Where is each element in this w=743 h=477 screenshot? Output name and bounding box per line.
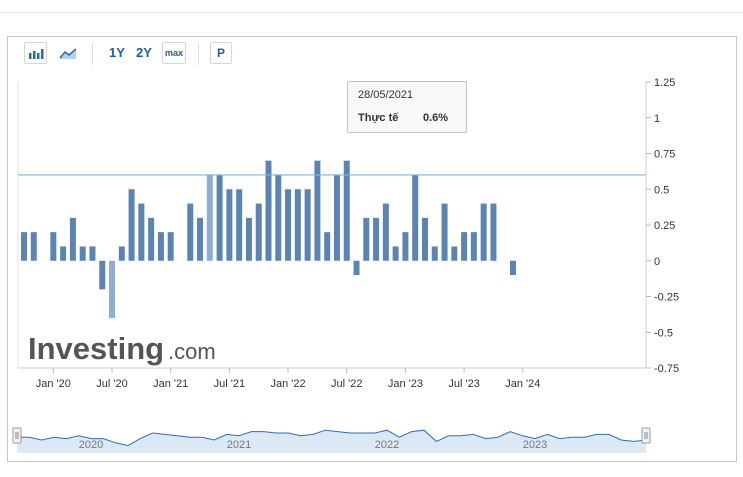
watermark-suffix: .com xyxy=(168,339,216,364)
p-button[interactable]: P xyxy=(210,42,232,64)
y-tick-label: 0 xyxy=(654,256,660,268)
navigator[interactable]: 2020 2021 2022 2023 xyxy=(12,427,651,453)
y-tick-label: 1.25 xyxy=(654,77,675,89)
data-bar[interactable] xyxy=(333,174,340,261)
data-bar[interactable] xyxy=(157,232,164,261)
y-tick-label: 0.5 xyxy=(654,184,669,196)
range-1y-link[interactable]: 1Y xyxy=(109,45,125,60)
data-bar[interactable] xyxy=(285,189,292,261)
data-bar[interactable] xyxy=(79,246,86,261)
navigator-handle[interactable] xyxy=(12,427,22,444)
data-bar[interactable] xyxy=(470,232,477,261)
tooltip-date: 28/05/2021 xyxy=(358,89,414,101)
y-tick-label: -0.25 xyxy=(654,292,679,304)
data-tooltip: 28/05/2021 Thực tế 0.6% xyxy=(347,81,467,133)
y-tick-label: 0.25 xyxy=(654,220,675,232)
navigator-year-label: 2023 xyxy=(523,439,547,451)
data-bar[interactable] xyxy=(206,174,213,261)
x-tick-label: Jul '20 xyxy=(96,378,127,390)
data-bar[interactable] xyxy=(109,260,116,318)
data-bar[interactable] xyxy=(451,246,458,261)
navigator-year-label: 2022 xyxy=(375,439,399,451)
data-bar[interactable] xyxy=(402,232,409,261)
area-chart-button[interactable] xyxy=(56,42,80,64)
data-bar[interactable] xyxy=(392,246,399,261)
tooltip-label: Thực tế xyxy=(358,112,399,124)
navigator-handle[interactable] xyxy=(641,427,651,444)
chart-toolbar: 1Y 2Y max P xyxy=(8,37,736,71)
data-bar[interactable] xyxy=(412,174,419,261)
range-2y-link[interactable]: 2Y xyxy=(136,45,152,60)
y-tick-label: 0.75 xyxy=(654,149,675,161)
data-bar[interactable] xyxy=(265,160,272,261)
navigator-year-label: 2021 xyxy=(227,439,251,451)
navigator-line xyxy=(17,429,647,447)
y-tick-label: -0.75 xyxy=(654,363,679,375)
top-divider xyxy=(0,12,743,13)
toolbar-separator xyxy=(198,43,199,65)
bar-chart-button[interactable] xyxy=(24,42,47,64)
data-bar[interactable] xyxy=(99,260,106,290)
x-tick-label: Jan '21 xyxy=(153,378,188,390)
watermark-brand: Investing xyxy=(28,331,164,366)
data-bar[interactable] xyxy=(431,246,438,261)
y-tick-label: 1 xyxy=(654,113,660,125)
x-tick-label: Jan '20 xyxy=(36,378,71,390)
data-bar[interactable] xyxy=(167,232,174,261)
x-tick-label: Jan '22 xyxy=(270,378,305,390)
x-tick-label: Jan '23 xyxy=(388,378,423,390)
range-max-button[interactable]: max xyxy=(162,42,186,64)
data-bar[interactable] xyxy=(148,217,155,261)
data-bar[interactable] xyxy=(89,246,96,261)
data-bar[interactable] xyxy=(236,189,243,261)
data-bar[interactable] xyxy=(118,246,125,261)
data-bar[interactable] xyxy=(294,189,301,261)
data-bar[interactable] xyxy=(324,232,331,261)
data-bar[interactable] xyxy=(480,203,487,261)
y-tick-label: -0.5 xyxy=(654,327,673,339)
data-bar[interactable] xyxy=(510,260,516,276)
data-bar[interactable] xyxy=(216,174,223,261)
navigator-year-label: 2020 xyxy=(79,439,103,451)
data-bar[interactable] xyxy=(128,189,135,261)
data-bar[interactable] xyxy=(343,160,350,261)
data-bar[interactable] xyxy=(382,203,389,261)
data-bar[interactable] xyxy=(353,260,360,276)
data-bar[interactable] xyxy=(69,217,76,261)
bar-chart-icon xyxy=(29,49,44,59)
data-bar[interactable] xyxy=(275,174,282,261)
data-bar[interactable] xyxy=(461,232,468,261)
x-tick-label: Jul '21 xyxy=(214,378,245,390)
data-bar[interactable] xyxy=(304,189,311,261)
data-bar[interactable] xyxy=(187,203,194,261)
data-bar[interactable] xyxy=(138,203,145,261)
toolbar-separator xyxy=(92,43,93,65)
data-bar[interactable] xyxy=(421,217,428,261)
data-bar[interactable] xyxy=(30,232,37,261)
data-bar[interactable] xyxy=(197,217,204,261)
x-tick-label: Jul '22 xyxy=(331,378,362,390)
investing-watermark: Investing .com xyxy=(28,331,216,366)
data-bar[interactable] xyxy=(314,160,321,261)
data-bar[interactable] xyxy=(373,217,380,261)
data-bar[interactable] xyxy=(255,203,262,261)
data-bar[interactable] xyxy=(50,232,57,261)
data-bar[interactable] xyxy=(363,217,370,261)
data-bar[interactable] xyxy=(245,217,252,261)
tooltip-value: 0.6% xyxy=(423,112,449,124)
data-bar[interactable] xyxy=(226,189,233,261)
data-bar[interactable] xyxy=(60,246,67,261)
data-bar[interactable] xyxy=(490,203,497,261)
area-chart-icon xyxy=(59,48,77,59)
data-bar[interactable] xyxy=(21,232,27,261)
data-bar[interactable] xyxy=(441,203,448,261)
x-tick-label: Jul '23 xyxy=(448,378,479,390)
x-tick-label: Jan '24 xyxy=(505,378,540,390)
